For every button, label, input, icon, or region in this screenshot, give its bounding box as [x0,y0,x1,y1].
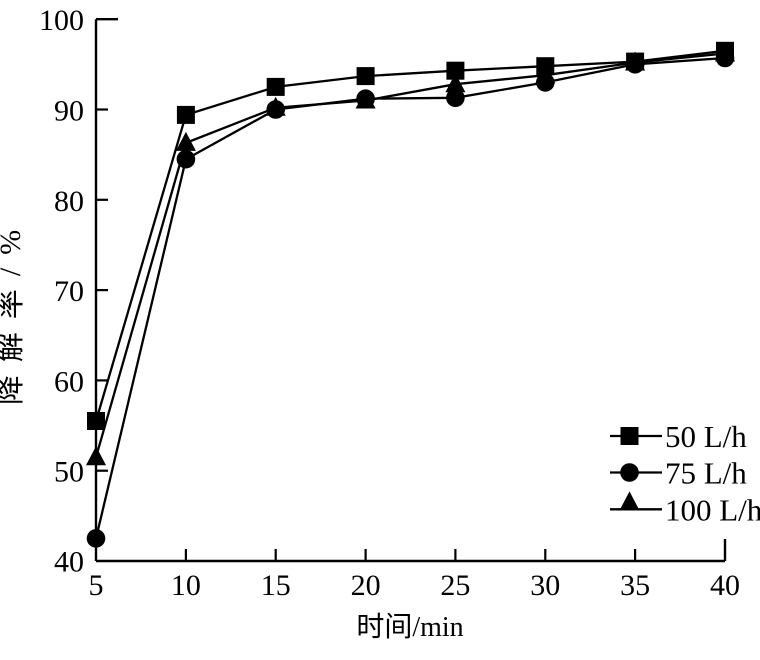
svg-text:80: 80 [54,185,84,218]
svg-text:100 L/h: 100 L/h [665,492,760,527]
svg-text:40: 40 [54,546,84,579]
svg-text:20: 20 [351,569,381,602]
svg-text:25: 25 [440,569,470,602]
svg-text:60: 60 [54,365,84,398]
svg-text:15: 15 [261,569,291,602]
svg-text:75 L/h: 75 L/h [665,456,747,491]
svg-text:5: 5 [89,569,104,602]
svg-text:10: 10 [171,569,201,602]
svg-text:40: 40 [710,569,740,602]
svg-text:35: 35 [620,569,650,602]
svg-text:降解率/%: 降解率/% [0,217,27,405]
svg-text:30: 30 [530,569,560,602]
svg-text:50: 50 [54,456,84,489]
svg-text:90: 90 [54,95,84,128]
svg-text:时间/min: 时间/min [356,611,463,643]
svg-text:100: 100 [39,4,84,37]
svg-text:70: 70 [54,275,84,308]
svg-text:50 L/h: 50 L/h [665,419,747,454]
